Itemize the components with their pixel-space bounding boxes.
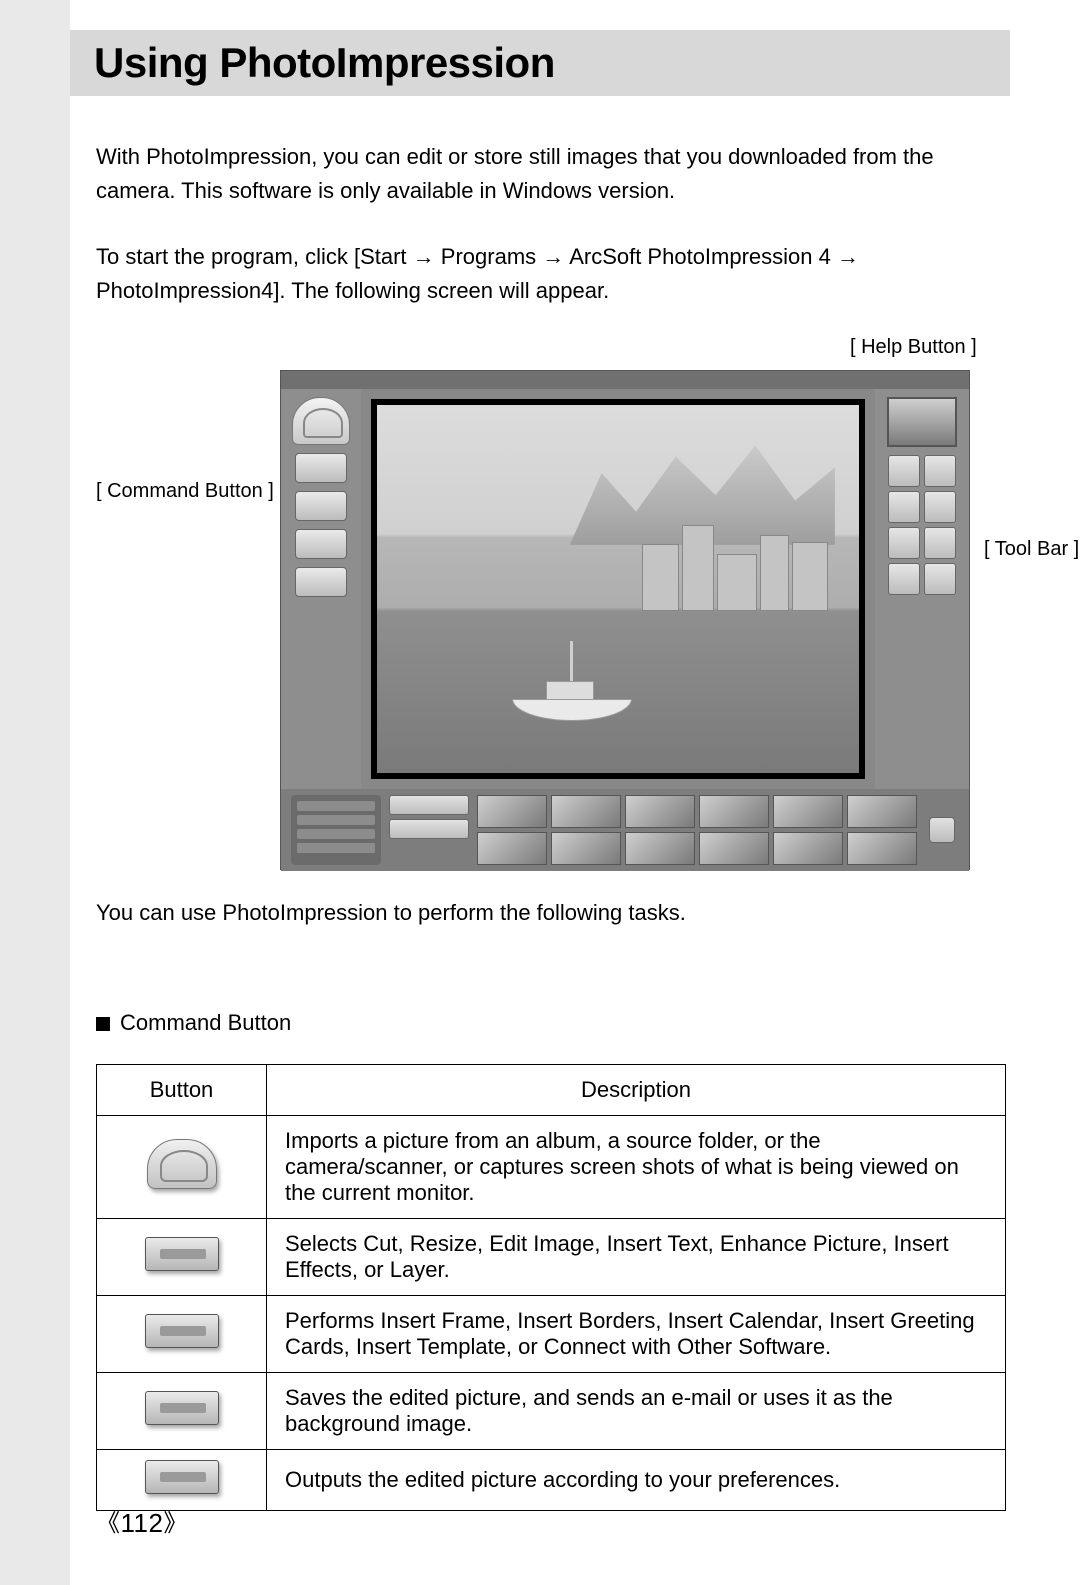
photo-boat — [512, 677, 632, 721]
command-button-table: Button Description Imports a picture fro… — [96, 1064, 1006, 1511]
toolbar-thumbnail — [887, 397, 957, 447]
tab-button-icon — [389, 819, 469, 839]
strip-thumb — [477, 795, 547, 828]
strip-thumb — [625, 795, 695, 828]
intro-text-a: To start the program, click [Start — [96, 244, 413, 269]
page-number-value: 112 — [121, 1508, 164, 1538]
strip-thumb — [847, 795, 917, 828]
description-cell: Performs Insert Frame, Insert Borders, I… — [267, 1296, 1006, 1373]
button-cell — [97, 1116, 267, 1219]
toolbar-grid — [888, 455, 956, 595]
table-row: Saves the edited picture, and sends an e… — [97, 1373, 1006, 1450]
button-cell — [97, 1296, 267, 1373]
button-cell — [97, 1219, 267, 1296]
save-button-icon — [295, 529, 347, 559]
intro-paragraph-1: With PhotoImpression, you can edit or st… — [96, 140, 996, 208]
screenshot-titlebar — [281, 371, 969, 389]
table-row: Performs Insert Frame, Insert Borders, I… — [97, 1296, 1006, 1373]
screenshot-command-panel — [281, 389, 361, 789]
edit-button-icon — [295, 453, 347, 483]
intro-paragraph-2: To start the program, click [Start → Pro… — [96, 240, 996, 308]
intro-text-b: Programs — [441, 244, 542, 269]
arrow-icon: → — [413, 244, 435, 269]
section-heading-text: Command Button — [120, 1010, 291, 1035]
strip-thumb — [773, 795, 843, 828]
strip-thumb — [625, 832, 695, 865]
screenshot-bottom-panel — [281, 789, 969, 871]
edit-button-icon — [145, 1237, 219, 1271]
tool-icon — [924, 491, 956, 523]
screenshot-toolbar — [875, 389, 969, 789]
get-photo-button-icon — [147, 1139, 217, 1189]
strip-thumb — [699, 832, 769, 865]
print-button-icon — [145, 1460, 219, 1494]
tool-icon — [924, 563, 956, 595]
page: Using PhotoImpression With PhotoImpressi… — [0, 0, 1080, 1585]
create-button-icon — [145, 1314, 219, 1348]
sample-photo — [377, 405, 859, 773]
tasks-line: You can use PhotoImpression to perform t… — [96, 896, 996, 930]
description-cell: Selects Cut, Resize, Edit Image, Insert … — [267, 1219, 1006, 1296]
table-row: Imports a picture from an album, a sourc… — [97, 1116, 1006, 1219]
arrow-icon: → — [542, 244, 564, 269]
strip-thumb — [699, 795, 769, 828]
bottom-source-list — [291, 795, 381, 865]
header-button: Button — [97, 1065, 267, 1116]
bracket-right-icon: 》 — [163, 1510, 188, 1537]
description-cell: Outputs the edited picture according to … — [267, 1450, 1006, 1511]
thumbnail-strip — [477, 795, 917, 865]
bottom-end-button — [925, 795, 959, 865]
title-bar: Using PhotoImpression — [70, 30, 1010, 96]
intro-text-d: PhotoImpression4]. The following screen … — [96, 278, 609, 303]
screenshot-main — [281, 389, 969, 789]
callout-tool-bar: [ Tool Bar ] — [984, 538, 1079, 561]
square-bullet-icon — [96, 1017, 110, 1031]
arrow-icon: → — [837, 244, 859, 269]
tab-button-icon — [389, 795, 469, 815]
table-row: Selects Cut, Resize, Edit Image, Insert … — [97, 1219, 1006, 1296]
strip-thumb — [551, 832, 621, 865]
callout-command-button: [ Command Button ] — [96, 480, 274, 503]
screenshot-canvas — [361, 389, 875, 789]
tool-icon — [888, 563, 920, 595]
tool-icon — [924, 527, 956, 559]
photo-houses — [642, 515, 844, 611]
tool-icon — [888, 455, 920, 487]
strip-thumb — [847, 832, 917, 865]
save-button-icon — [145, 1391, 219, 1425]
bracket-left-icon: 《 — [96, 1510, 121, 1537]
callout-help-button: [ Help Button ] — [850, 336, 977, 359]
photo-frame — [371, 399, 865, 779]
create-button-icon — [295, 491, 347, 521]
header-description: Description — [267, 1065, 1006, 1116]
tool-icon — [888, 527, 920, 559]
strip-thumb — [773, 832, 843, 865]
bottom-tabs — [389, 795, 469, 865]
page-title: Using PhotoImpression — [94, 39, 555, 87]
left-margin-stripe — [0, 0, 70, 1585]
intro-text-c: ArcSoft PhotoImpression 4 — [569, 244, 837, 269]
strip-thumb — [551, 795, 621, 828]
tool-icon — [888, 491, 920, 523]
print-button-icon — [295, 567, 347, 597]
get-photo-button-icon — [292, 397, 350, 445]
button-cell — [97, 1450, 267, 1511]
tool-icon — [924, 455, 956, 487]
strip-thumb — [477, 832, 547, 865]
app-screenshot — [280, 370, 970, 870]
button-cell — [97, 1373, 267, 1450]
description-cell: Imports a picture from an album, a sourc… — [267, 1116, 1006, 1219]
table-header-row: Button Description — [97, 1065, 1006, 1116]
section-heading: Command Button — [96, 1006, 996, 1040]
table-row: Outputs the edited picture according to … — [97, 1450, 1006, 1511]
page-number: 《112》 — [96, 1503, 188, 1539]
description-cell: Saves the edited picture, and sends an e… — [267, 1373, 1006, 1450]
